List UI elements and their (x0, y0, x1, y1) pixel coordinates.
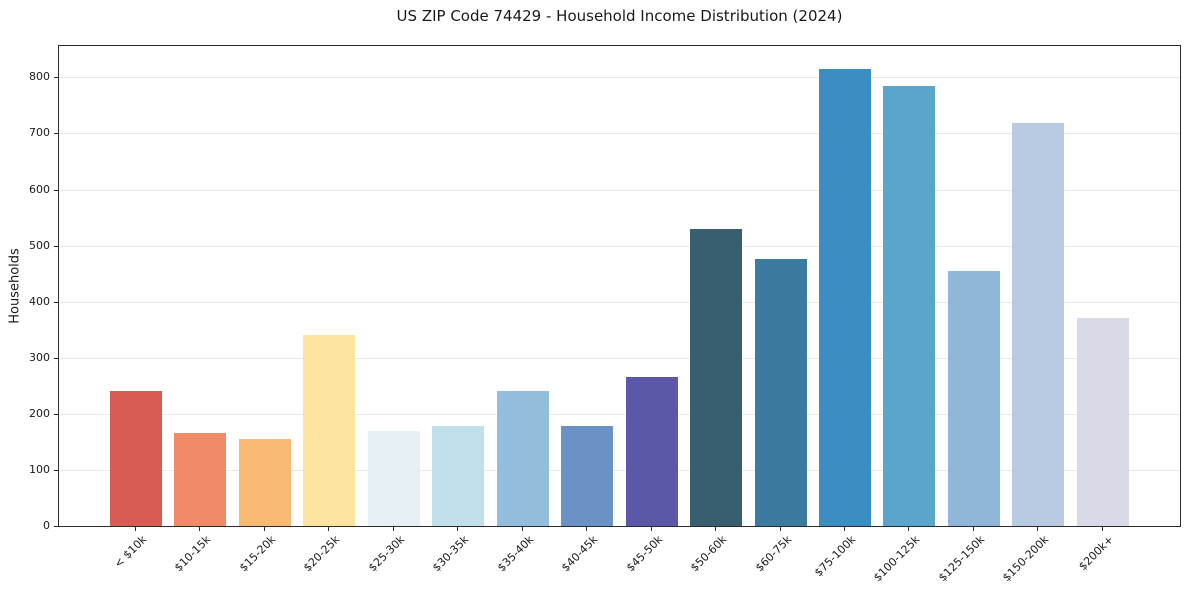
x-tick-label: $75-100k (811, 533, 859, 580)
x-tick-label: $25-30k (365, 533, 408, 575)
x-tick-label: $50-60k (687, 533, 730, 575)
x-tick-mark (457, 527, 458, 531)
bar-9 (626, 377, 678, 526)
gridline (59, 246, 1180, 247)
x-tick-mark (264, 527, 265, 531)
y-tick-label: 600 (29, 183, 50, 196)
bar-16 (1077, 318, 1129, 526)
x-tick-label: $45-50k (623, 533, 666, 575)
y-tick-mark (54, 358, 58, 359)
bar-12 (819, 69, 871, 526)
x-tick-label: $40-45k (558, 533, 601, 575)
y-tick-label: 200 (29, 407, 50, 420)
bar-11 (755, 259, 807, 526)
bar-2 (174, 433, 226, 526)
x-tick-mark (135, 527, 136, 531)
x-tick-label: $20-25k (300, 533, 343, 575)
bar-14 (948, 271, 1000, 526)
x-tick-mark (393, 527, 394, 531)
bar-10 (690, 229, 742, 526)
y-tick-mark (54, 246, 58, 247)
y-tick-label: 100 (29, 463, 50, 476)
y-tick-label: 500 (29, 239, 50, 252)
bar-7 (497, 391, 549, 526)
y-tick-mark (54, 414, 58, 415)
gridline (59, 190, 1180, 191)
bar-15 (1012, 123, 1064, 526)
y-tick-label: 0 (43, 519, 50, 532)
y-tick-label: 800 (29, 70, 50, 83)
y-tick-mark (54, 133, 58, 134)
bar-3 (239, 439, 291, 526)
x-tick-label: $125-150k (936, 533, 988, 585)
x-tick-mark (844, 527, 845, 531)
x-tick-mark (973, 527, 974, 531)
x-tick-label: $100-125k (871, 533, 923, 585)
x-tick-label: $35-40k (494, 533, 537, 575)
y-tick-label: 400 (29, 295, 50, 308)
x-tick-label: $150-200k (1000, 533, 1052, 585)
x-tick-mark (1037, 527, 1038, 531)
gridline (59, 302, 1180, 303)
x-tick-label: $10-15k (171, 533, 214, 575)
x-tick-mark (1102, 527, 1103, 531)
y-tick-label: 700 (29, 126, 50, 139)
x-tick-mark (780, 527, 781, 531)
bar-8 (561, 426, 613, 526)
bar-13 (883, 86, 935, 526)
bar-5 (368, 431, 420, 526)
y-tick-mark (54, 302, 58, 303)
x-tick-mark (715, 527, 716, 531)
x-tick-label: $60-75k (752, 533, 795, 575)
y-tick-label: 300 (29, 351, 50, 364)
y-tick-mark (54, 190, 58, 191)
y-tick-mark (54, 77, 58, 78)
x-tick-mark (522, 527, 523, 531)
x-tick-mark (328, 527, 329, 531)
x-tick-label: < $10k (111, 533, 150, 571)
x-tick-mark (908, 527, 909, 531)
x-tick-label: $30-35k (429, 533, 472, 575)
gridline (59, 414, 1180, 415)
x-tick-label: $200k+ (1076, 533, 1117, 574)
chart-title: US ZIP Code 74429 - Household Income Dis… (396, 7, 843, 25)
y-axis-label: Households (7, 248, 23, 324)
gridline (59, 77, 1180, 78)
x-tick-label: $15-20k (236, 533, 279, 575)
gridline (59, 470, 1180, 471)
plot-area (58, 45, 1181, 527)
bar-1 (110, 391, 162, 526)
x-tick-mark (199, 527, 200, 531)
x-tick-mark (586, 527, 587, 531)
gridline (59, 133, 1180, 134)
y-tick-mark (54, 470, 58, 471)
x-tick-mark (651, 527, 652, 531)
gridline (59, 358, 1180, 359)
bar-6 (432, 426, 484, 526)
y-tick-mark (54, 526, 58, 527)
bar-4 (303, 335, 355, 526)
